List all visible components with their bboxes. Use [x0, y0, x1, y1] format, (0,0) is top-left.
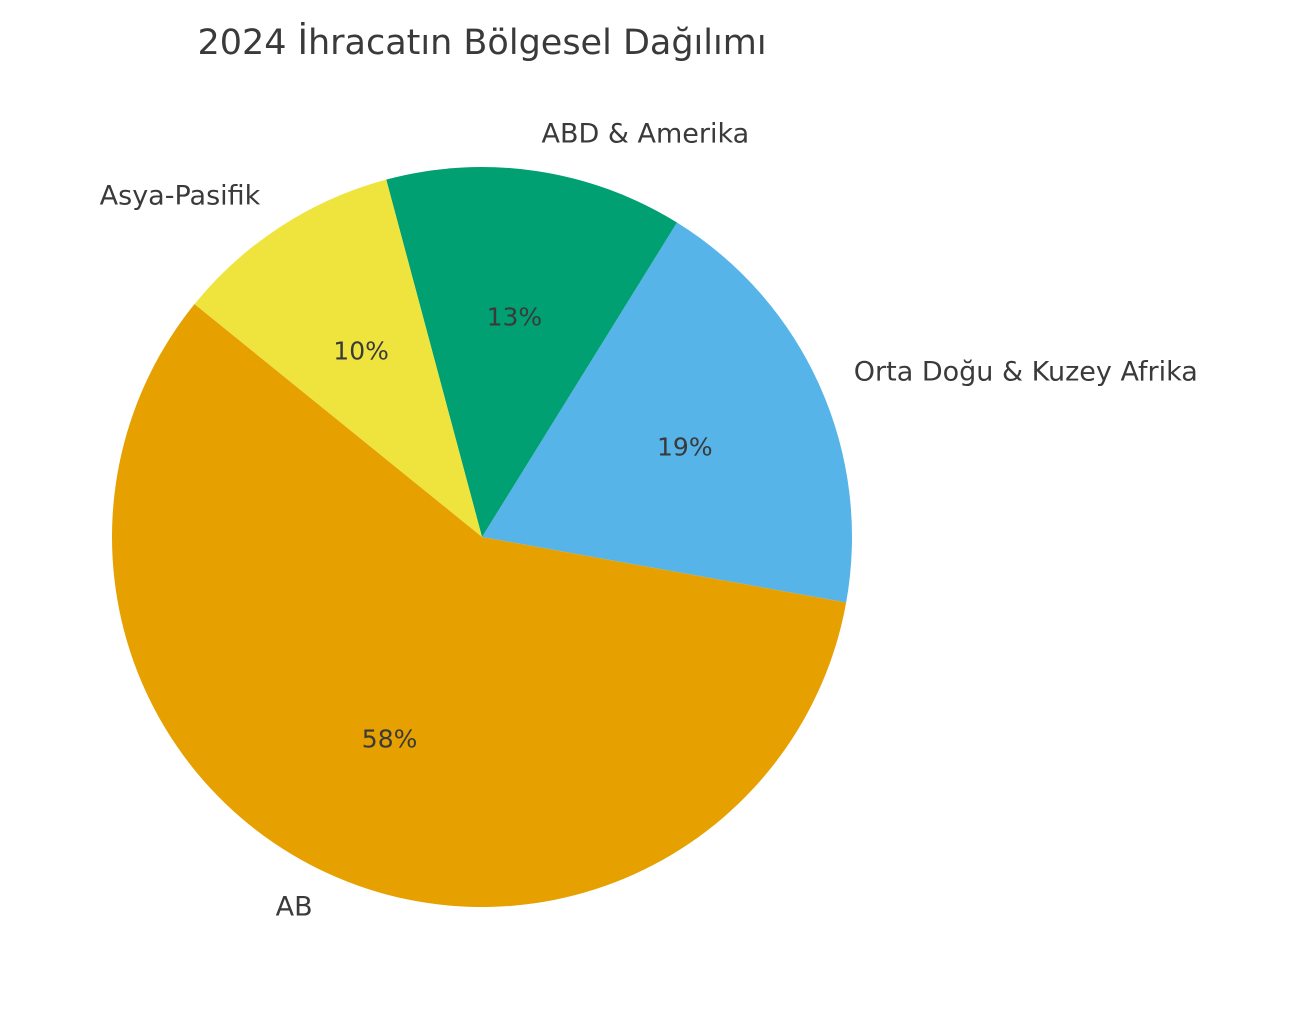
pie-slice-orta-dogu-kuzey-afrika	[482, 222, 852, 603]
slice-label-asya-pasifik: Asya-Pasifik	[99, 180, 261, 212]
pie-slice-abd-amerika	[386, 167, 677, 537]
slice-pct-orta-dogu-kuzey-afrika: 19%	[657, 432, 713, 462]
pie-slice-asya-pasifik	[194, 179, 482, 538]
slice-pct-ab: 58%	[361, 724, 418, 754]
slice-pct-abd-amerika: 13%	[486, 302, 543, 332]
slice-label-abd-amerika: ABD & Amerika	[541, 118, 750, 150]
slice-label-ab: AB	[275, 891, 313, 923]
slice-pct-asya-pasifik: 10%	[333, 336, 389, 366]
pie-slice-ab	[111, 304, 847, 908]
slice-label-orta-dogu-kuzey-afrika: Orta Doğu & Kuzey Afrika	[853, 356, 1198, 387]
chart-title: 2024 İhracatın Bölgesel Dağılımı	[197, 23, 767, 63]
